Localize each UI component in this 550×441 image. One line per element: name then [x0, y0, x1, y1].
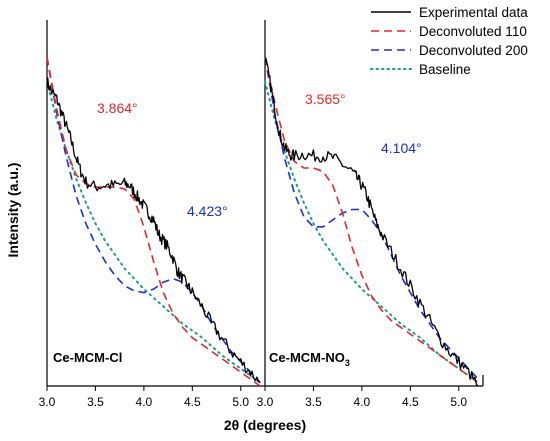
- legend: Experimental data Deconvoluted 110 Decon…: [370, 5, 528, 77]
- panel-right-x-tick-label: 3.0: [257, 395, 274, 409]
- panel-right-title: Ce-MCM-NO3: [269, 350, 350, 368]
- panel-right-title-subscript: 3: [345, 358, 350, 368]
- panel-right-x-tick-label: 3.5: [305, 395, 322, 409]
- panel-right-series-d200: [264, 57, 479, 380]
- panel-left-x-tick-label: 4.5: [184, 395, 201, 409]
- panel-left-peak-110-label: 3.864°: [97, 100, 138, 116]
- panel-left-series-d200: [46, 57, 261, 384]
- y-axis-title: Intensity (a.u.): [5, 163, 21, 258]
- panel-right-series-baseline: [264, 80, 480, 384]
- panel-left-series-d110: [46, 57, 261, 387]
- panel-left-x-tick-label: 3.0: [39, 395, 56, 409]
- panel-right-peak-200-label: 4.104°: [381, 140, 422, 156]
- panel-left-x-tick-label: 3.5: [87, 395, 104, 409]
- panel-right-series-d110: [264, 57, 479, 384]
- panel-left-x-tick-label: 4.0: [136, 395, 153, 409]
- panel-right-series-experimental: [264, 57, 479, 387]
- panel-left-series-experimental: [46, 77, 261, 384]
- panel-left-peak-200-label: 4.423°: [187, 203, 228, 219]
- panel-right-x-tick-label: 5.0: [450, 395, 467, 409]
- panel-left-series: [46, 57, 262, 387]
- legend-label-baseline: Baseline: [419, 62, 471, 77]
- panel-left-series-baseline: [46, 80, 262, 384]
- panel-right-peak-110-label: 3.565°: [305, 91, 346, 107]
- panel-left-x-ticks: 3.0 3.5 4.0 4.5 5.0: [39, 386, 249, 409]
- legend-label-d110: Deconvoluted 110: [419, 24, 527, 39]
- panel-left-x-tick-label: 5.0: [232, 395, 249, 409]
- panel-right-series: [264, 57, 480, 387]
- panel-left-title: Ce-MCM-Cl: [53, 350, 122, 365]
- panel-right-title-main: Ce-MCM-NO: [269, 350, 345, 365]
- panel-right-x-tick-label: 4.5: [402, 395, 419, 409]
- legend-label-d200: Deconvoluted 200: [419, 43, 528, 58]
- legend-label-experimental: Experimental data: [419, 5, 528, 20]
- panel-left-frame: [46, 20, 266, 387]
- panel-right-frame: [265, 375, 484, 387]
- panel-right-x-ticks: 3.0 3.5 4.0 4.5 5.0: [257, 386, 467, 409]
- x-axis-title: 2θ (degrees): [224, 417, 306, 433]
- panel-right-x-tick-label: 4.0: [354, 395, 371, 409]
